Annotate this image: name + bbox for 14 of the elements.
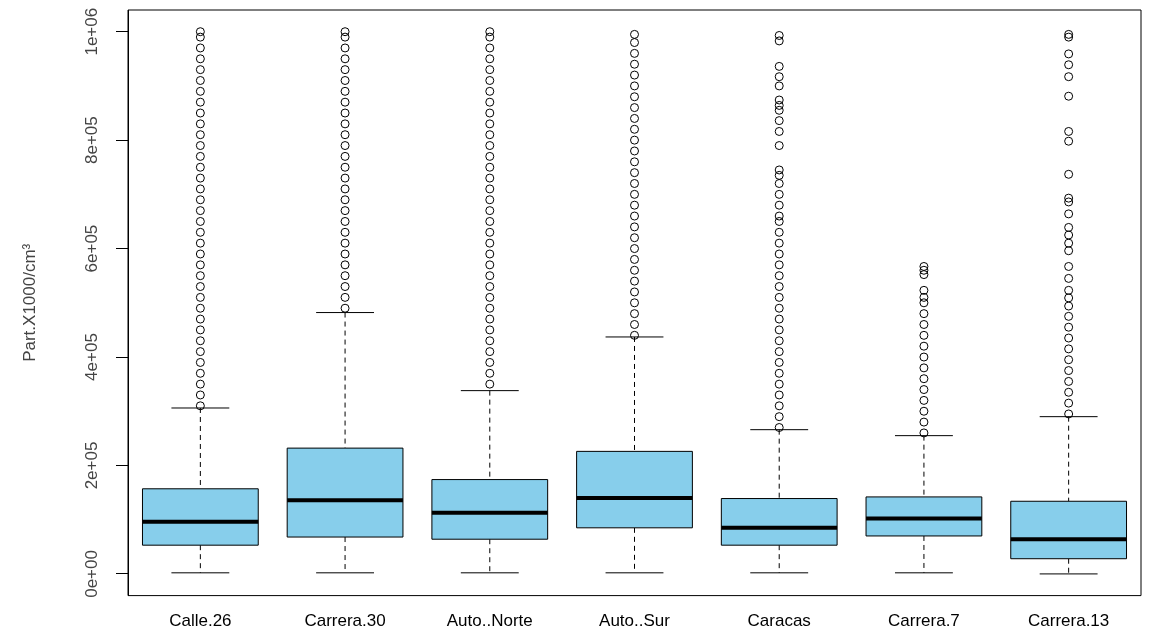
y-axis-title: Part.X1000/cm³: [19, 243, 39, 362]
y-tick-label: 4e+05: [81, 333, 101, 381]
y-tick-label: 0e+00: [81, 550, 101, 598]
x-tick-label: Carrera.13: [1028, 611, 1110, 631]
x-tick-label: Caracas: [747, 611, 811, 631]
x-tick-label: Carrera.30: [304, 611, 386, 631]
x-tick-label: Calle.26: [169, 611, 232, 631]
y-tick-label: 6e+05: [81, 224, 101, 273]
x-tick-label: Auto..Sur: [599, 611, 671, 631]
x-tick-label: Auto..Norte: [446, 611, 533, 631]
x-tick-label: Carrera.7: [888, 611, 960, 631]
y-tick-label: 1e+06: [81, 7, 101, 56]
y-tick-label: 8e+05: [81, 116, 101, 165]
y-tick-label: 2e+05: [81, 441, 101, 490]
